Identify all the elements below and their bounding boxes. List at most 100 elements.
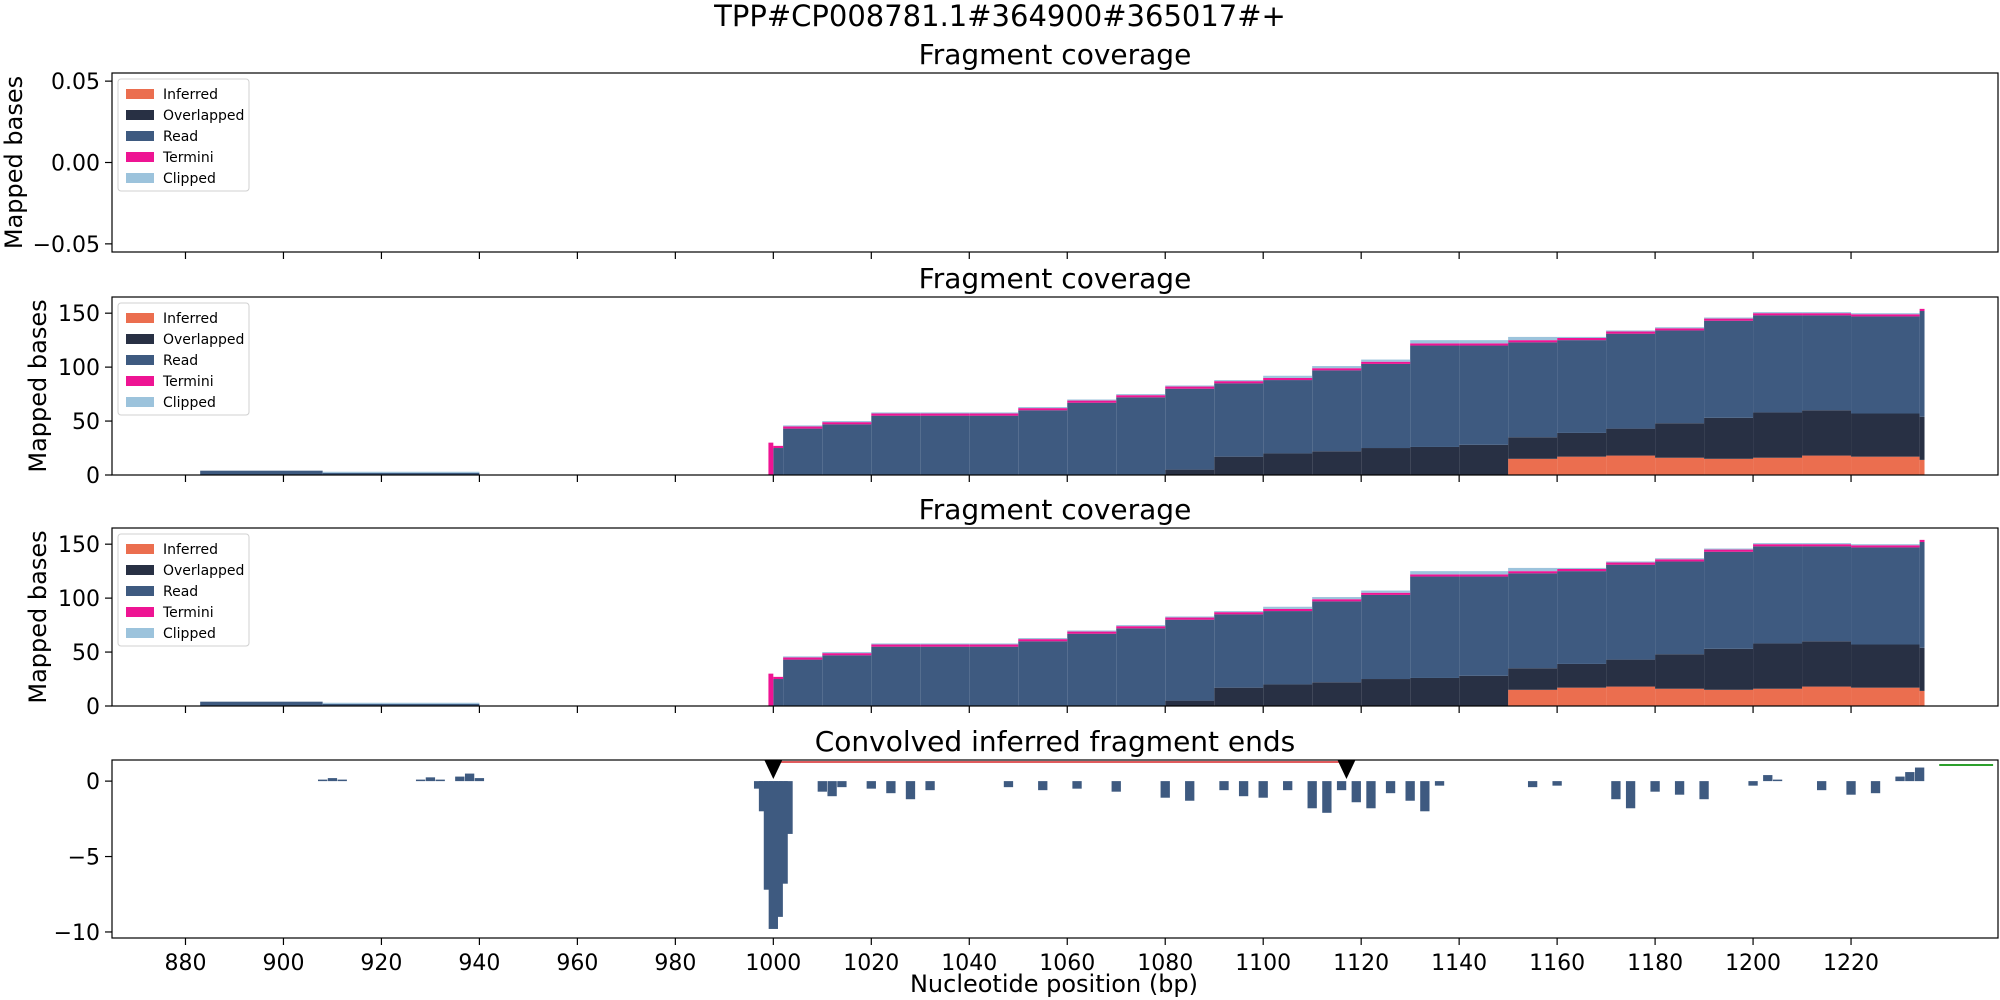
bar-clipped-1120 [1361, 359, 1411, 362]
bar-read-1140 [1459, 576, 1509, 676]
legend-swatch-termini [126, 376, 154, 386]
x-tick-label: 880 [164, 951, 206, 976]
bar-overlapped-1130 [1410, 446, 1460, 475]
bar-termini-999 [768, 442, 774, 475]
end-bar-1126 [1385, 781, 1396, 794]
bar-termini-1210 [1802, 544, 1852, 547]
end-bar-1172 [1611, 781, 1621, 800]
bar-clipped-1002 [783, 656, 823, 658]
bar-termini-1000 [773, 445, 784, 449]
x-tick-label: 900 [262, 951, 304, 976]
bar-termini-1010 [822, 422, 872, 425]
bar-read-1160 [1557, 571, 1607, 664]
bar-clipped-1180 [1655, 558, 1705, 560]
bar-termini-1040 [969, 413, 1019, 416]
bar-clipped-1110 [1312, 366, 1362, 369]
bar-read-1020 [871, 415, 921, 475]
x-tick-label: 1040 [941, 951, 997, 976]
bar-read-1120 [1361, 594, 1411, 680]
end-bar-1002 [778, 781, 788, 884]
y-tick-label: 0 [86, 464, 100, 489]
bar-termini-1080 [1165, 617, 1215, 620]
bar-clipped-1210 [1802, 543, 1852, 545]
bar-overlapped-1200 [1753, 412, 1803, 458]
bar-inferred-1160 [1557, 687, 1607, 706]
bar-overlapped-1234 [1919, 647, 1925, 691]
bar-read-1150 [1508, 342, 1558, 438]
bar-inferred-1180 [1655, 457, 1705, 475]
end-bar-1155 [1527, 781, 1538, 788]
x-tick-label: 960 [556, 951, 598, 976]
legend-swatch-overlapped [126, 334, 154, 344]
bar-overlapped-1090 [1214, 687, 1264, 706]
y-tick-label: 0 [86, 695, 100, 720]
end-bar-1160 [1552, 781, 1562, 786]
bar-read-1010 [822, 655, 872, 706]
end-bar-1085 [1185, 781, 1195, 801]
bar-overlapped-1100 [1263, 684, 1313, 706]
bar-termini-1110 [1312, 599, 1362, 602]
bar-termini-1200 [1753, 544, 1803, 547]
x-tick-label: 1060 [1039, 951, 1095, 976]
bar-overlapped-1234 [1919, 416, 1925, 460]
bar-inferred-1170 [1606, 455, 1656, 475]
x-tick-label: 920 [360, 951, 402, 976]
bar-termini-1060 [1067, 631, 1117, 634]
bar-inferred-1170 [1606, 686, 1656, 706]
end-bar-1010 [817, 781, 827, 792]
bar-clipped-1140 [1459, 571, 1509, 575]
bar-inferred-1190 [1704, 689, 1754, 706]
bar-read-1010 [822, 424, 872, 475]
x-tick-label: 1080 [1137, 951, 1193, 976]
bar-inferred-1220 [1851, 687, 1920, 706]
bar-read-1210 [1802, 315, 1852, 411]
bar-termini-1160 [1557, 337, 1607, 341]
bar-clipped-1080 [1165, 385, 1215, 387]
bar-read-1200 [1753, 546, 1803, 644]
y-tick-label: 0 [86, 770, 100, 795]
bar-inferred-1200 [1753, 457, 1803, 475]
end-bar-936 [455, 776, 465, 782]
bar-read-1130 [1410, 345, 1460, 447]
bar-clipped-1160 [1557, 336, 1607, 338]
bar-read-1170 [1606, 333, 1656, 429]
axes-frame [111, 759, 1999, 939]
panel-title: Fragment coverage [919, 262, 1192, 295]
bar-clipped-1050 [1018, 638, 1068, 640]
bar-clipped-1190 [1704, 317, 1754, 319]
bar-clipped-1030 [920, 643, 970, 645]
bar-overlapped-1160 [1557, 432, 1607, 457]
bar-clipped-1010 [822, 652, 872, 654]
bar-read-1180 [1655, 330, 1705, 424]
x-tick-label: 1160 [1529, 951, 1585, 976]
bar-clipped-1100 [1263, 375, 1313, 378]
legend-label-read: Read [163, 353, 198, 369]
x-tick-label: 1220 [1823, 951, 1879, 976]
end-bar-1032 [925, 781, 935, 791]
bar-termini-1050 [1018, 639, 1068, 642]
legend-swatch-inferred [126, 544, 154, 554]
bar-clipped-1040 [969, 643, 1019, 645]
bar-overlapped-1190 [1704, 417, 1754, 459]
bar-read-1050 [1018, 410, 1068, 475]
bar-read-1080 [1165, 619, 1215, 701]
y-tick-label: 100 [58, 587, 100, 612]
y-tick-label: −0.05 [33, 233, 100, 258]
bar-overlapped-1080 [1165, 469, 1215, 475]
bar-read-1060 [1067, 633, 1117, 706]
panels: Fragment coverage Mapped bases 0.05 0.00 −0.… [0, 38, 1999, 976]
bar-clipped-1210 [1802, 312, 1852, 314]
legend-label-read: Read [163, 129, 198, 145]
bar-clipped-908 [322, 702, 480, 704]
bar-overlapped-1200 [1753, 643, 1803, 689]
y-tick-label: 50 [72, 641, 100, 666]
bar-read-908 [322, 472, 480, 475]
bar-termini-1002 [783, 657, 823, 660]
bar-read-1090 [1214, 383, 1264, 457]
bar-clipped-1020 [871, 643, 921, 645]
y-tick-label: 100 [58, 356, 100, 381]
bar-termini-1120 [1361, 361, 1411, 364]
end-bar-908 [317, 779, 328, 782]
y-tick-label: 150 [58, 302, 100, 327]
bar-read-883 [200, 701, 323, 706]
